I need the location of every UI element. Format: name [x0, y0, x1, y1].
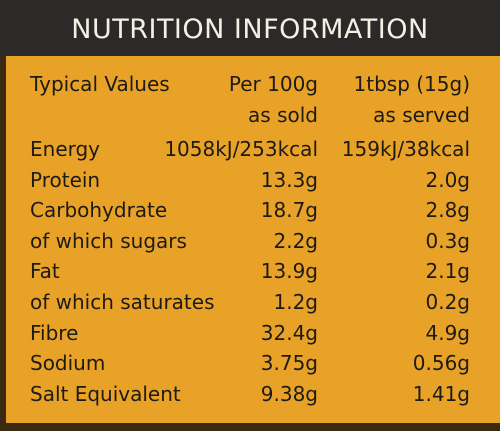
per-100g: 1.2g — [273, 290, 318, 314]
per-100g: 18.7g — [260, 198, 318, 223]
column-name: 1tbsp (15g) — [353, 72, 470, 96]
row-label: Sodium — [30, 351, 106, 376]
row-label: of which sugars — [30, 228, 187, 253]
header-label: Typical Values — [30, 72, 170, 96]
per-serving: 0.56g — [412, 351, 470, 376]
per-100g: 3.75g — [260, 351, 318, 376]
column-sub: as served — [373, 103, 470, 127]
per-serving: 2.0g — [425, 167, 470, 192]
per-100g: 13.9g — [260, 259, 318, 284]
per-serving: 4.9g — [425, 320, 470, 345]
row-label: Fibre — [30, 320, 79, 345]
per-serving: 159kJ/38kcal — [341, 137, 470, 161]
per-100g: 1058kJ/253kcal — [164, 137, 318, 161]
row-label: Protein — [30, 167, 101, 192]
title: NUTRITION INFORMATION — [0, 0, 500, 56]
column-sub: as sold — [248, 103, 318, 127]
per-100g: 9.38g — [260, 381, 318, 406]
row-label: Salt Equivalent — [30, 381, 181, 406]
per-serving: 1.41g — [412, 381, 470, 406]
per-serving: 2.8g — [425, 198, 470, 223]
per-100g: 32.4g — [260, 320, 318, 345]
per-serving: 0.2g — [425, 290, 470, 314]
per-serving: 2.1g — [425, 259, 470, 284]
bottom-border — [0, 423, 500, 431]
row-label: Carbohydrate — [30, 198, 168, 223]
per-100g: 13.3g — [260, 167, 318, 192]
row-label: Fat — [30, 259, 60, 284]
per-100g: 2.2g — [273, 228, 318, 253]
column-name: Per 100g — [228, 72, 318, 96]
row-label: Energy — [30, 137, 101, 161]
row-label: of which saturates — [30, 290, 215, 314]
per-serving: 0.3g — [425, 228, 470, 253]
